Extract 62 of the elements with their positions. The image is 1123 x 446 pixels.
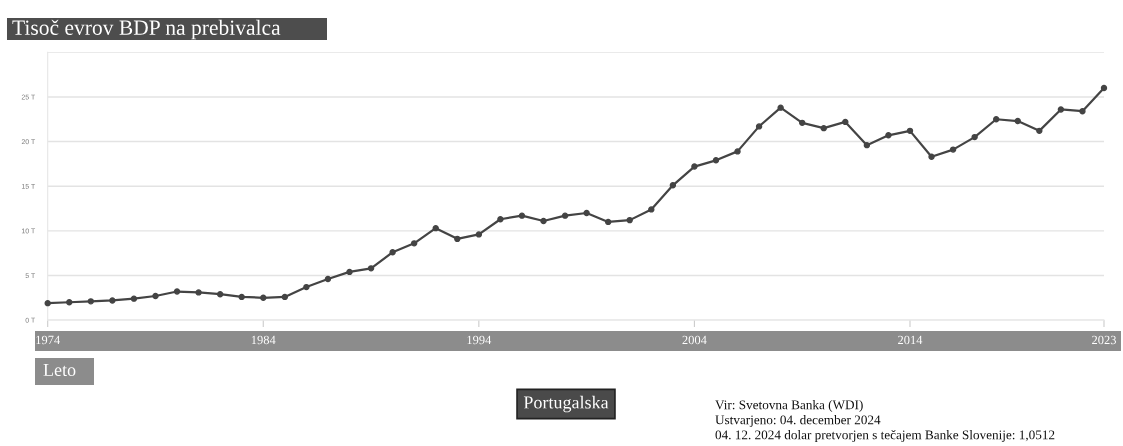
point bbox=[906, 127, 914, 135]
point bbox=[518, 212, 526, 219]
point bbox=[303, 283, 310, 291]
point bbox=[130, 295, 138, 302]
x-tick-label: 2023 bbox=[1092, 335, 1117, 345]
point bbox=[604, 218, 612, 226]
point bbox=[432, 224, 439, 232]
point bbox=[497, 216, 504, 223]
point bbox=[324, 275, 332, 283]
point bbox=[820, 124, 827, 132]
point bbox=[152, 292, 159, 300]
point bbox=[173, 288, 181, 295]
point bbox=[44, 299, 51, 307]
x-tick-label: 2004 bbox=[682, 335, 707, 345]
x-tick-label: 1984 bbox=[251, 335, 276, 345]
point bbox=[755, 123, 763, 130]
point bbox=[1100, 84, 1108, 92]
point bbox=[454, 235, 461, 243]
point bbox=[1057, 106, 1065, 113]
point bbox=[475, 231, 483, 238]
text: 04. 12. 2024 dolar pretvorjen s tečajem Banke Slovenije: 1,0512 bbox=[715, 430, 1055, 442]
point bbox=[949, 146, 957, 153]
point bbox=[885, 132, 892, 139]
point bbox=[109, 297, 116, 304]
point bbox=[648, 206, 655, 213]
point bbox=[712, 157, 720, 164]
point bbox=[410, 240, 418, 247]
x-axis-title: Leto bbox=[43, 364, 76, 377]
point bbox=[691, 163, 698, 170]
point bbox=[260, 294, 267, 301]
point bbox=[993, 116, 1000, 123]
x-tick-label: 2014 bbox=[898, 335, 923, 345]
point bbox=[216, 291, 224, 298]
point bbox=[863, 141, 871, 149]
point bbox=[66, 299, 73, 306]
point bbox=[281, 293, 289, 301]
point bbox=[842, 118, 849, 126]
point bbox=[1014, 117, 1021, 125]
point bbox=[389, 249, 396, 256]
point bbox=[928, 153, 935, 160]
point bbox=[367, 265, 375, 272]
point bbox=[195, 289, 202, 296]
text: Vir: Svetovna Banka (WDI) bbox=[715, 400, 863, 412]
x-tick-label: 1994 bbox=[467, 335, 492, 345]
point bbox=[734, 148, 741, 155]
text: Ustvarjeno: 04. december 2024 bbox=[715, 415, 881, 427]
point bbox=[799, 119, 806, 127]
x-tick-label: 1974 bbox=[36, 335, 60, 345]
point bbox=[971, 133, 978, 141]
point bbox=[346, 268, 353, 276]
point bbox=[669, 182, 677, 189]
point bbox=[1036, 127, 1043, 135]
point bbox=[583, 209, 590, 217]
point bbox=[238, 293, 245, 301]
point bbox=[777, 104, 784, 111]
text: Portugalska bbox=[523, 395, 609, 413]
chart-title: Tisoč evrov BDP na prebivalca bbox=[12, 19, 281, 40]
point bbox=[87, 298, 95, 305]
point bbox=[540, 217, 547, 225]
point bbox=[626, 216, 633, 224]
point bbox=[561, 212, 569, 219]
point bbox=[1079, 108, 1086, 115]
